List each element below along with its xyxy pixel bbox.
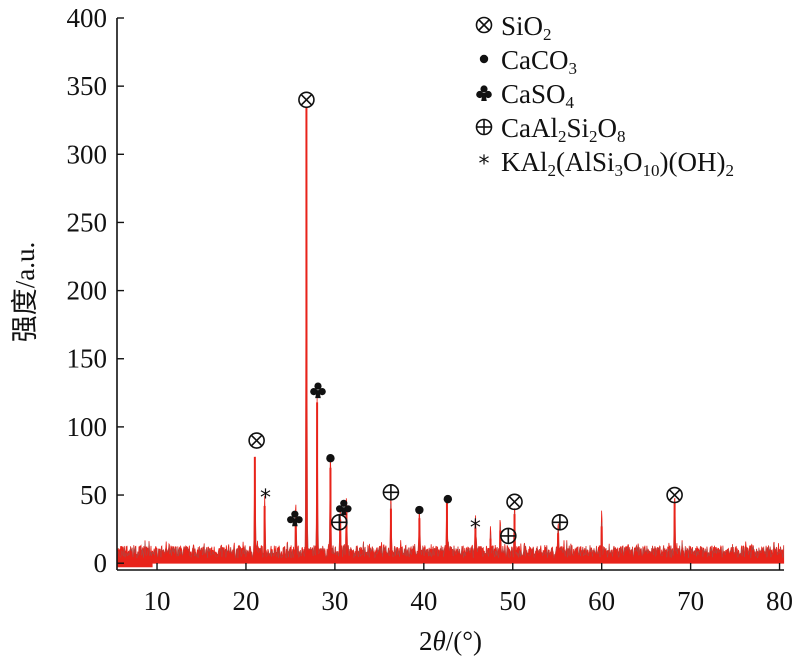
club-stem <box>292 518 298 527</box>
legend-label-0: SiO2 <box>501 11 552 44</box>
legend-symbol-oplus <box>475 118 493 136</box>
club-stem <box>340 507 347 516</box>
marker-oplus-10 <box>382 484 400 501</box>
otimes-circle <box>666 486 683 504</box>
otimes-line-b <box>250 434 263 447</box>
y-tick-label-300: 300 <box>67 139 108 169</box>
y-tick-label-350: 350 <box>67 71 108 101</box>
marker-otimes-0 <box>248 432 265 449</box>
club-stem <box>315 390 321 399</box>
x-tick-label-10: 10 <box>144 586 171 616</box>
star-glyph: * <box>260 486 271 511</box>
club-lobe-left <box>335 505 344 513</box>
club-lobe-top <box>480 85 488 93</box>
bullet-dot <box>326 454 335 463</box>
marker-oplus-13 <box>551 513 569 531</box>
x-tick-label-40: 40 <box>410 586 437 616</box>
y-tick-label-250: 250 <box>67 207 108 237</box>
legend-label-3: CaAl2Si2O8 <box>501 113 626 146</box>
otimes-line-b <box>300 93 313 106</box>
y-tick-label-100: 100 <box>67 412 108 442</box>
x-tick-label-20: 20 <box>232 586 259 616</box>
marker-bullet-4 <box>326 454 335 463</box>
marker-otimes-1 <box>298 91 315 109</box>
marker-star-15: * <box>470 516 481 541</box>
club-lobe-left <box>310 387 318 396</box>
marker-oplus-11 <box>331 513 348 531</box>
marker-club-8 <box>287 510 303 527</box>
baseline-band <box>117 559 153 568</box>
legend-label-2: CaSO4 <box>501 79 575 112</box>
marker-bullet-5 <box>415 505 424 515</box>
club-lobe-top <box>340 499 348 507</box>
club-stem <box>481 93 487 101</box>
gray-trace <box>116 200 784 559</box>
marker-bullet-6 <box>443 494 453 504</box>
y-tick-label-200: 200 <box>67 276 108 306</box>
y-tick-label-400: 400 <box>67 3 108 33</box>
bullet-dot <box>443 494 453 504</box>
legend-symbol-star: * <box>479 152 490 177</box>
otimes-circle <box>506 493 523 511</box>
x-tick-label-30: 30 <box>321 586 348 616</box>
y-axis-title: 强度/a.u. <box>10 242 40 343</box>
y-tick-label-0: 0 <box>94 548 108 578</box>
club-lobe-right <box>484 90 492 99</box>
y-tick-label-50: 50 <box>80 480 107 510</box>
axes: 0 50 100 150 200 250 300 350 400 10 20 30 40 50 60 70 80 <box>67 3 794 616</box>
club-lobe-right <box>318 387 326 396</box>
club-lobe-top <box>291 510 299 518</box>
star-glyph: * <box>470 516 481 541</box>
club-lobe-top <box>314 382 322 390</box>
otimes-circle <box>475 16 493 34</box>
y-tick-label-150: 150 <box>67 344 108 374</box>
marker-star-14: * <box>260 486 271 511</box>
legend-label-4: KAl2(AlSi3O10)(OH)2 <box>501 147 734 180</box>
marker-club-9 <box>335 499 352 516</box>
x-axis-title: 2θ/(°) <box>419 626 482 656</box>
marker-otimes-2 <box>506 493 523 511</box>
club-lobe-right <box>295 516 303 524</box>
otimes-line-b <box>668 489 681 501</box>
bullet-dot <box>415 505 424 515</box>
club-lobe-right <box>344 505 352 513</box>
marker-oplus-12 <box>500 527 517 545</box>
bullet-dot <box>479 54 489 64</box>
x-tick-label-50: 50 <box>499 586 526 616</box>
otimes-line-b <box>508 496 521 508</box>
marker-club-7 <box>310 382 326 399</box>
otimes-line-b <box>478 19 490 31</box>
x-tick-label-80: 80 <box>766 586 793 616</box>
phase-markers: ** <box>248 91 683 545</box>
legend-label-1: CaCO3 <box>501 45 577 78</box>
club-lobe-left <box>287 516 295 524</box>
club-lobe-left <box>476 90 484 99</box>
x-tick-label-60: 60 <box>588 586 615 616</box>
legend-symbol-otimes <box>475 16 493 34</box>
otimes-circle <box>298 91 315 109</box>
x-tick-label-70: 70 <box>677 586 704 616</box>
otimes-circle <box>248 432 265 449</box>
diffraction-pattern <box>116 107 785 568</box>
marker-otimes-3 <box>666 486 683 504</box>
legend-symbol-bullet <box>479 54 489 64</box>
star-glyph: * <box>479 152 490 177</box>
legend-symbol-club <box>476 85 492 101</box>
